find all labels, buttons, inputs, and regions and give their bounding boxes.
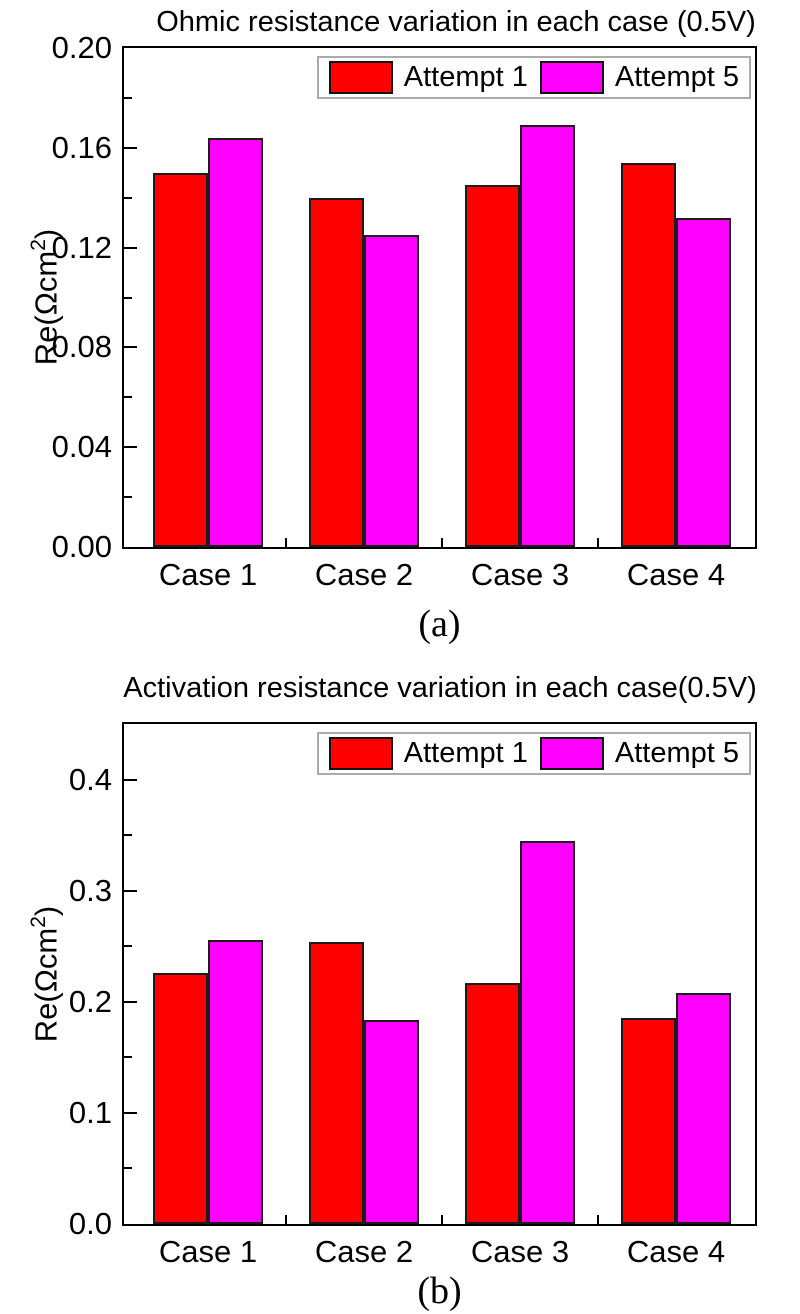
subfigure-label-a: (a)	[418, 603, 461, 645]
x-tick-label-case-3: Case 3	[470, 557, 570, 592]
x-minor-tick	[597, 538, 599, 547]
y-minor-tick	[124, 1167, 132, 1170]
legend-swatch-attempt-1	[328, 61, 393, 94]
y-tick-label: 0.4	[68, 761, 112, 797]
x-minor-tick	[441, 538, 443, 547]
legend-label-attempt-5: Attempt 5	[614, 737, 739, 769]
y-minor-tick	[124, 1056, 132, 1059]
chart-ohmic-resistance: Ohmic resistance variation in each case …	[27, 6, 757, 645]
legend-swatch-attempt-5	[539, 61, 604, 94]
bar-attempt-5-case-2	[364, 1019, 419, 1224]
y-tick-label: 0.04	[51, 429, 112, 465]
x-tick-label-case-1: Case 1	[158, 557, 258, 592]
y-minor-tick	[124, 496, 132, 499]
y-minor-tick	[124, 945, 132, 948]
y-minor-tick	[124, 96, 132, 99]
y-axis-label-superscript: 2	[27, 916, 50, 928]
y-major-tick	[124, 146, 137, 149]
bar-attempt-1-case-1	[153, 172, 208, 547]
x-minor-tick	[285, 538, 287, 547]
y-axis-label: Re(Ωcm2)	[27, 177, 67, 417]
y-major-tick	[124, 346, 137, 349]
y-major-tick	[124, 446, 137, 449]
chart-title: Activation resistance variation in each …	[123, 672, 757, 704]
x-tick-label-case-4: Case 4	[626, 557, 726, 592]
y-tick-label: 0.3	[68, 872, 112, 908]
y-tick-label: 0.1	[68, 1094, 112, 1130]
legend: Attempt 1 Attempt 5	[316, 56, 751, 99]
bar-attempt-5-case-2	[364, 235, 419, 547]
x-minor-tick	[597, 1215, 599, 1224]
bar-attempt-1-case-3	[465, 982, 520, 1224]
y-major-tick	[124, 778, 137, 781]
y-major-tick	[124, 246, 137, 249]
plot-area: Attempt 1 Attempt 5 0.0 0.1 0.2 0.3 0.4 Case 1…	[69, 722, 757, 1269]
legend: Attempt 1 Attempt 5	[316, 732, 751, 775]
x-tick-label-case-4: Case 4	[626, 1234, 726, 1269]
legend-item-attempt-1: Attempt 1	[328, 737, 528, 770]
x-tick-label-case-2: Case 2	[314, 557, 414, 592]
bar-attempt-5-case-1	[208, 137, 263, 547]
chart-title: Ohmic resistance variation in each case …	[156, 6, 756, 38]
y-minor-tick	[124, 396, 132, 399]
y-tick-label: 0.0	[68, 1206, 112, 1241]
x-minor-tick	[285, 1215, 287, 1224]
y-tick-label: 0.16	[51, 129, 112, 165]
x-tick-label-case-1: Case 1	[158, 1234, 258, 1269]
bar-attempt-5-case-3	[520, 125, 575, 547]
legend-item-attempt-1: Attempt 1	[328, 61, 528, 94]
bar-attempt-1-case-4	[621, 1018, 676, 1224]
bar-attempt-1-case-1	[153, 972, 208, 1224]
y-major-tick	[124, 889, 137, 892]
y-major-tick	[124, 1000, 137, 1003]
y-tick-label: 0.12	[51, 229, 112, 265]
bar-attempt-1-case-2	[309, 197, 364, 547]
x-tick-label-case-3: Case 3	[470, 1234, 570, 1269]
bar-attempt-1-case-3	[465, 185, 520, 547]
y-minor-tick	[124, 834, 132, 837]
y-minor-tick	[124, 296, 132, 299]
y-tick-label: 0.2	[68, 983, 112, 1019]
subfigure-label-b: (b)	[417, 1270, 462, 1312]
y-tick-label: 0.08	[51, 329, 112, 365]
x-minor-tick	[441, 1215, 443, 1224]
legend-item-attempt-5: Attempt 5	[539, 61, 739, 94]
bar-attempt-1-case-4	[621, 162, 676, 547]
legend-label-attempt-1: Attempt 1	[403, 61, 528, 93]
bar-attempt-5-case-1	[208, 939, 263, 1224]
bar-attempt-5-case-3	[520, 840, 575, 1224]
legend-label-attempt-5: Attempt 5	[614, 61, 739, 93]
bar-attempt-5-case-4	[676, 992, 731, 1224]
bar-attempt-1-case-2	[309, 941, 364, 1224]
bar-attempt-5-case-4	[676, 217, 731, 547]
legend-label-attempt-1: Attempt 1	[403, 737, 528, 769]
y-minor-tick	[124, 196, 132, 199]
plot-area: Attempt 1 Attempt 5 0.00 0.04 0.08 0.12 0.16 0…	[52, 30, 757, 592]
y-tick-label: 0.00	[51, 529, 112, 564]
legend-swatch-attempt-1	[328, 737, 393, 770]
x-tick-label-case-2: Case 2	[314, 1234, 414, 1269]
y-tick-label: 0.20	[51, 30, 112, 65]
legend-swatch-attempt-5	[539, 737, 604, 770]
y-major-tick	[124, 1111, 137, 1114]
legend-item-attempt-5: Attempt 5	[539, 737, 739, 770]
chart-activation-resistance: Activation resistance variation in each …	[0, 657, 800, 1314]
